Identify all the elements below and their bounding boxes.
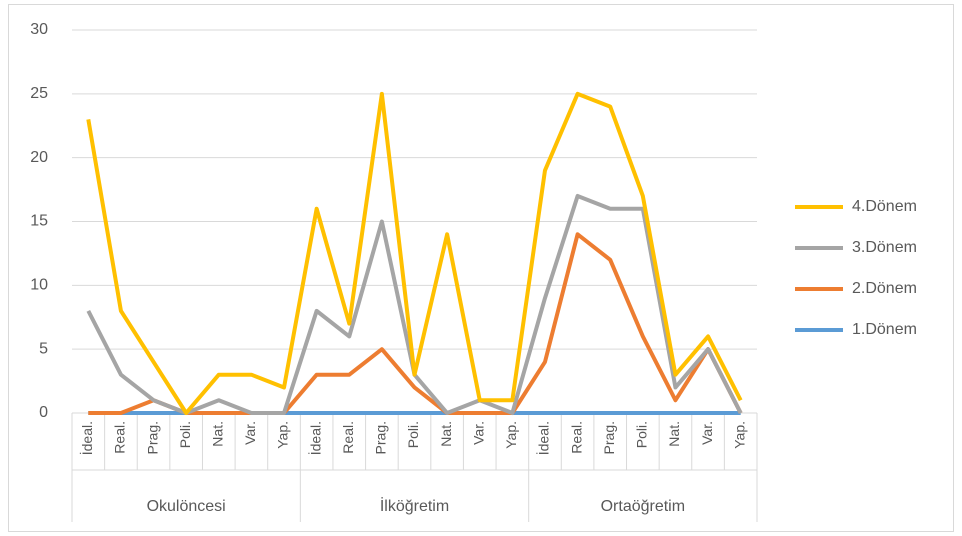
x-tick-label: Var.: [470, 421, 486, 445]
x-tick-label: İdeal.: [306, 421, 323, 455]
x-tick-label: Nat.: [209, 421, 225, 447]
legend-label: 2.Dönem: [852, 280, 917, 297]
x-tick-label: Poli.: [405, 421, 421, 448]
y-tick-label: 10: [30, 277, 48, 294]
x-tick-label: Nat.: [438, 421, 454, 447]
legend-label: 3.Dönem: [852, 239, 917, 256]
x-tick-label: Var.: [242, 421, 258, 445]
y-tick-label: 15: [30, 213, 48, 230]
x-tick-label: Poli.: [634, 421, 650, 448]
x-tick-label: Real.: [112, 421, 128, 454]
x-tick-label: Nat.: [666, 421, 682, 447]
y-tick-label: 20: [30, 149, 48, 166]
chart-frame: [8, 4, 954, 532]
x-tick-label: Prag.: [373, 421, 389, 454]
x-tick-label: İdeal.: [78, 421, 95, 455]
series-line: [86, 91, 743, 415]
x-tick-label: Prag.: [601, 421, 617, 454]
x-tick-label: Poli.: [177, 421, 193, 448]
series-line: [88, 232, 743, 415]
x-tick-label: Prag.: [144, 421, 160, 454]
y-tick-label: 30: [30, 21, 48, 38]
x-tick-label: İdeal.: [535, 421, 552, 455]
group-label: Ortaöğretim: [601, 498, 685, 515]
x-tick-label: Real.: [568, 421, 584, 454]
group-label: İlköğretim: [380, 496, 449, 515]
y-tick-label: 25: [30, 85, 48, 102]
x-tick-label: Yap.: [275, 421, 291, 449]
y-tick-label: 5: [39, 340, 48, 357]
x-tick-label: Yap.: [731, 421, 747, 449]
x-tick-label: Var.: [699, 421, 715, 445]
y-tick-label: 0: [39, 404, 48, 421]
x-tick-label: Yap.: [503, 421, 519, 449]
legend-label: 4.Dönem: [852, 198, 917, 215]
x-tick-label: Real.: [340, 421, 356, 454]
group-label: Okulöncesi: [147, 498, 226, 515]
legend-label: 1.Dönem: [852, 321, 917, 338]
